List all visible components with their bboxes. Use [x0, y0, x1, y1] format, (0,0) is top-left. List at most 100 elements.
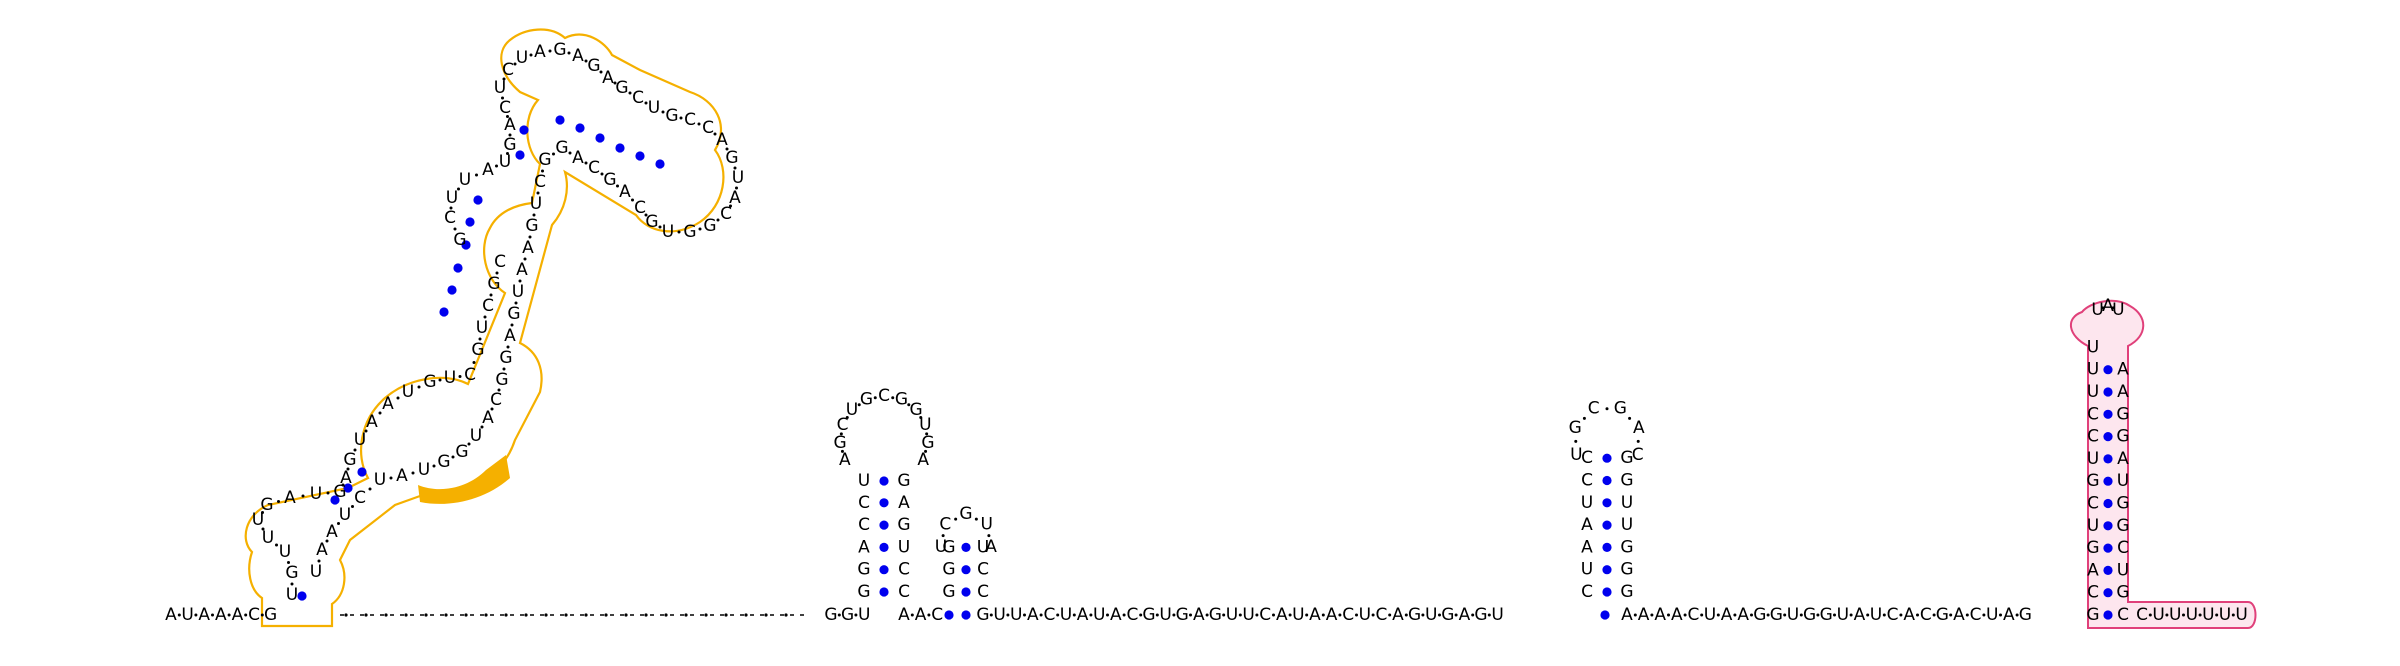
backbone-link — [1783, 613, 1787, 617]
orange-domain-nucleotide: G — [333, 482, 346, 502]
loop-nucleotide: U — [919, 415, 931, 435]
backbone-link — [483, 315, 487, 319]
loop-nucleotide: C — [939, 514, 951, 534]
backbone-link — [1438, 613, 1441, 617]
nucleotide: U — [2087, 360, 2099, 380]
loop-nucleotide: G — [833, 433, 846, 453]
main-strand-nucleotide: A — [1854, 605, 1866, 625]
backbone-link — [261, 527, 265, 531]
nucleotide: G — [2116, 427, 2129, 447]
backbone-link — [677, 230, 681, 234]
connector-dot — [604, 613, 608, 617]
backbone-link — [1404, 613, 1408, 617]
nucleotide: U — [858, 471, 870, 491]
hairpin1-base-nucleotide: A — [915, 605, 927, 625]
orange-domain-nucleotide: G — [603, 170, 616, 190]
main-strand-nucleotide: A — [1737, 605, 1749, 625]
orange-domain-nucleotide: U — [459, 170, 471, 190]
nucleotide: A — [2117, 360, 2129, 380]
connector-dot — [744, 613, 748, 617]
nucleotide: C — [977, 582, 989, 602]
nucleotide: G — [1620, 471, 1633, 491]
prefix-nucleotide: A — [198, 605, 210, 625]
main-strand-nucleotide: C — [1126, 605, 1138, 625]
backbone-link — [1388, 613, 1392, 617]
backbone-link — [389, 476, 393, 480]
orange-domain-nucleotide: C — [490, 390, 502, 410]
backbone-link — [910, 613, 914, 617]
backbone-link — [837, 613, 841, 617]
nucleotide: C — [858, 493, 870, 513]
backbone-link — [1605, 407, 1609, 411]
prefix-nucleotide: U — [181, 605, 193, 625]
orange-domain-nucleotide: A — [504, 326, 516, 346]
backbone-link — [2215, 613, 2219, 617]
base-pair-dot — [961, 565, 971, 575]
nucleotide: U — [1621, 493, 1633, 513]
nucleotide: G — [2116, 583, 2129, 603]
backbone-link — [1089, 613, 1093, 617]
base-pair-dot — [461, 240, 471, 250]
nucleotide: G — [897, 471, 910, 491]
orange-domain-nucleotide: C — [444, 208, 456, 228]
orange-domain-nucleotide: A — [326, 522, 338, 542]
hairpin1-base-nucleotide: C — [931, 605, 943, 625]
base-pair-dot — [2103, 365, 2113, 375]
backbone-link — [301, 494, 305, 498]
connector-dot — [764, 613, 768, 617]
base-pair-dot — [515, 150, 525, 160]
backbone-link — [438, 378, 442, 382]
backbone-link — [467, 442, 471, 446]
backbone-link — [1999, 613, 2002, 617]
orange-domain-nucleotide: G — [453, 230, 466, 250]
orange-domain-nucleotide: U — [262, 528, 274, 548]
connector-dot — [384, 613, 388, 617]
orange-domain-nucleotide: U — [476, 318, 488, 338]
base-pair-dot — [879, 520, 889, 530]
backbone-link — [924, 449, 928, 453]
loop-nucleotide: C — [1588, 399, 1600, 419]
tail-nucleotide: U — [2152, 605, 2164, 625]
backbone-link — [713, 132, 717, 136]
backbone-link — [919, 415, 923, 419]
backbone-link — [1238, 613, 1242, 617]
backbone-link — [1321, 613, 1325, 617]
backbone-link — [317, 559, 321, 563]
orange-domain-nucleotide: U — [512, 282, 524, 302]
main-strand-nucleotide: G — [976, 605, 989, 625]
orange-domain-nucleotide: G — [260, 495, 273, 515]
backbone-link — [2101, 306, 2105, 310]
main-strand-nucleotide: G — [1803, 605, 1816, 625]
nucleotide: G — [2116, 516, 2129, 536]
orange-domain-nucleotide: C — [588, 158, 600, 178]
backbone-link — [337, 522, 340, 525]
orange-domain-nucleotide: U — [339, 505, 351, 525]
orange-domain-nucleotide: A — [482, 160, 494, 180]
backbone-link — [351, 505, 354, 508]
backbone-link — [1039, 613, 1043, 617]
backbone-link — [472, 361, 476, 364]
connector-dot — [444, 613, 448, 617]
nucleotide: C — [1581, 582, 1593, 602]
orange-domain-nucleotide: U — [279, 542, 291, 562]
backbone-link — [1932, 613, 1936, 617]
loop-nucleotide: C — [878, 386, 890, 406]
connector-dot — [644, 613, 648, 617]
backbone-link — [1006, 613, 1010, 617]
backbone-link — [661, 110, 665, 114]
base-pair-dot — [595, 133, 605, 143]
base-pair-dot — [961, 587, 971, 597]
tail-nucleotide: C — [2136, 605, 2148, 625]
orange-domain-nucleotide: U — [354, 430, 366, 450]
prefix-nucleotide: A — [215, 605, 227, 625]
loop-nucleotide: G — [959, 504, 972, 524]
orange-domain-nucleotide: G — [615, 78, 628, 98]
main-strand-nucleotide: U — [1837, 605, 1849, 625]
backbone-link — [1255, 613, 1259, 617]
connector-dot — [524, 613, 528, 617]
base-pair-dots — [297, 115, 2113, 620]
orange-domain-nucleotide: U — [516, 48, 528, 68]
nucleotide: G — [1620, 537, 1633, 557]
backbone-link — [1288, 613, 1292, 617]
orange-domain-nucleotide: A — [534, 42, 546, 62]
